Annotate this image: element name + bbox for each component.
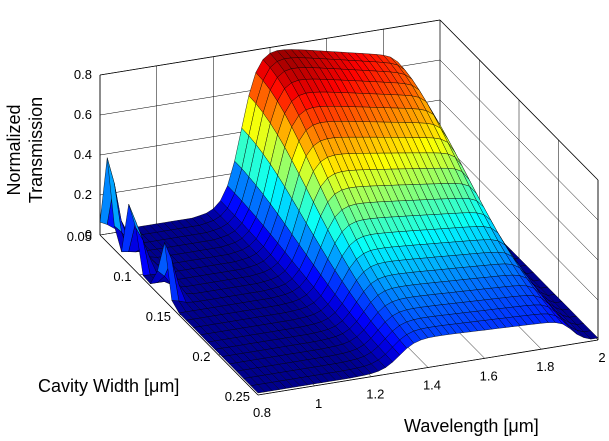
- surface-cell: [250, 384, 266, 394]
- y-tick-label: 0.1: [113, 269, 131, 284]
- x-tick-label: 2: [598, 350, 605, 365]
- y-tick-label: 0.2: [192, 349, 210, 364]
- box-edge: [257, 339, 599, 396]
- z-tick-label: 0: [85, 227, 92, 242]
- grid-line: [439, 139, 599, 301]
- z-tick-label: 0.4: [74, 147, 92, 162]
- z-axis-label-line1: Normalized: [4, 104, 24, 195]
- x-tick-label: 1: [315, 396, 322, 411]
- axis-box: [99, 234, 599, 396]
- z-tick-label: 0.8: [74, 67, 92, 82]
- x-axis-label: Wavelength [μm]: [404, 416, 539, 436]
- y-tick-label: 0.25: [225, 389, 250, 404]
- z-tick-label: 0.6: [74, 107, 92, 122]
- grid-line: [439, 59, 599, 221]
- box-edge: [99, 19, 441, 76]
- z-axis-label-line2: Transmission: [26, 97, 46, 203]
- y-tick-label: 0.05: [67, 229, 92, 244]
- tick-labels: 0.8 1 1.2 1.4 1.6 1.8 2 0.05 0.1 0.15 0.2 0.25 0 0.2 0…: [67, 67, 606, 420]
- box-edge: [439, 19, 599, 181]
- x-tick-label: 0.8: [253, 405, 271, 420]
- x-tick-label: 1.2: [366, 387, 384, 402]
- grid-line: [439, 99, 599, 261]
- x-tick-label: 1.4: [423, 378, 441, 393]
- box-edge: [99, 234, 259, 396]
- y-tick-label: 0.15: [146, 309, 171, 324]
- z-tick-label: 0.2: [74, 187, 92, 202]
- transmission-surface: [99, 49, 599, 394]
- y-axis-label: Cavity Width [μm]: [38, 376, 179, 396]
- x-tick-label: 1.6: [480, 368, 498, 383]
- x-tick-label: 1.8: [536, 359, 554, 374]
